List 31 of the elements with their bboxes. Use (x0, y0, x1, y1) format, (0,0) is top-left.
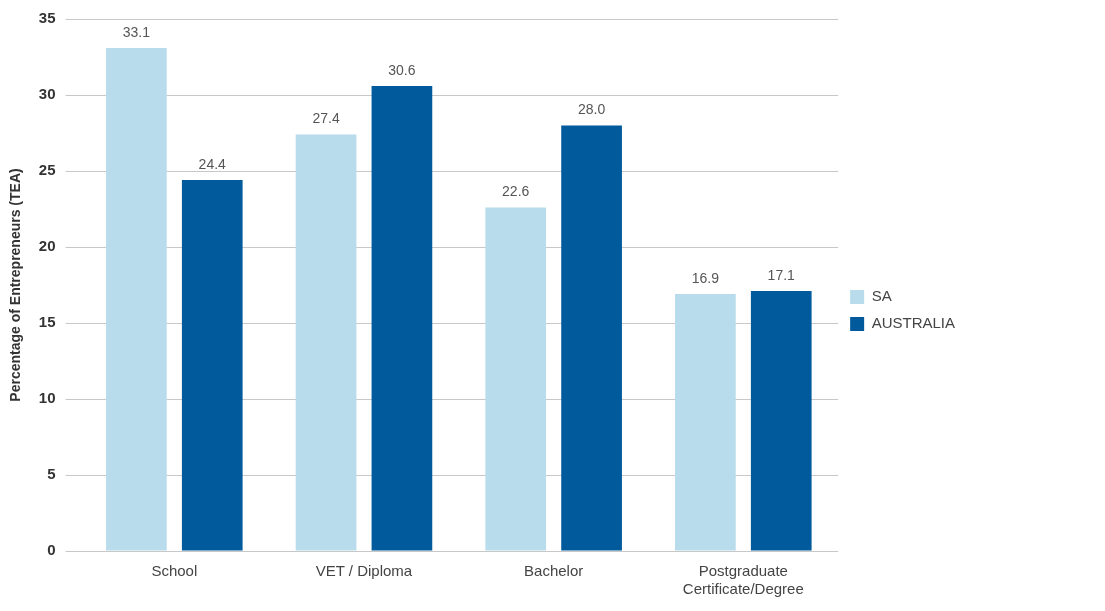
bar (561, 125, 622, 551)
bar (181, 180, 243, 551)
legend-label: SA (871, 287, 892, 305)
data-label: 33.1 (122, 23, 151, 40)
data-label: 16.9 (691, 269, 720, 286)
y-tick-label: 10 (38, 389, 56, 407)
x-tick-label: Postgraduate Certificate/Degree (682, 562, 804, 598)
x-tick-label: VET / Diploma (315, 562, 413, 580)
data-label: 28.0 (577, 101, 606, 118)
x-tick-label: Bachelor (524, 562, 584, 580)
bar (750, 291, 812, 551)
y-tick-label: 0 (47, 541, 56, 559)
bar (371, 85, 433, 551)
bar (675, 294, 736, 551)
y-tick-label: 5 (47, 465, 56, 483)
data-label: 30.6 (388, 61, 416, 78)
x-tick-label: School (151, 562, 198, 580)
data-label: 27.4 (312, 110, 340, 127)
y-tick-label: 35 (38, 9, 56, 27)
data-label: 24.4 (198, 155, 227, 172)
y-tick-label: 20 (38, 237, 56, 255)
y-tick-label: 25 (38, 161, 56, 179)
data-label: 17.1 (767, 266, 796, 283)
bar (485, 207, 547, 551)
bar (295, 134, 357, 551)
y-axis-title: Percentage of Entrepreneurs (TEA) (7, 168, 24, 402)
y-tick-label: 30 (38, 85, 56, 103)
bar (106, 47, 167, 551)
data-label: 22.6 (502, 183, 530, 200)
y-tick-label: 15 (38, 313, 56, 331)
legend-label: AUSTRALIA (871, 314, 955, 332)
